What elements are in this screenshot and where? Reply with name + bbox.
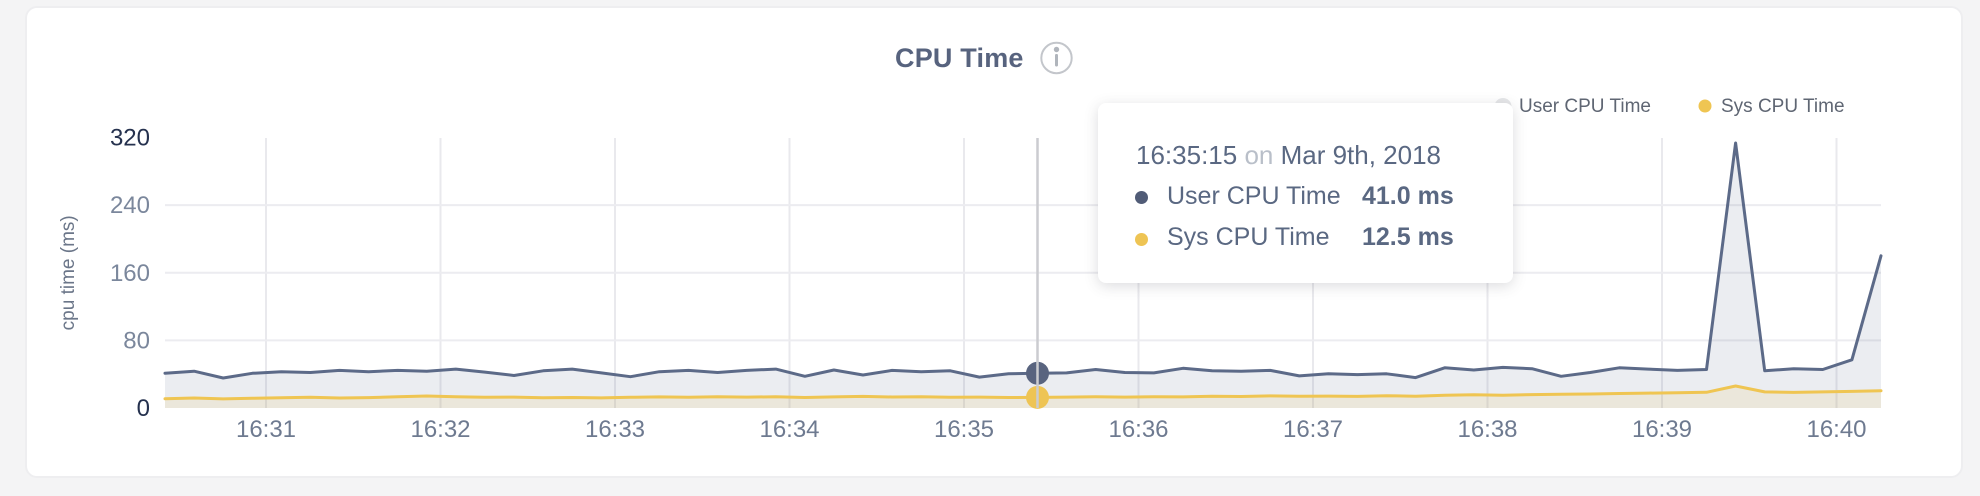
svg-text:16:34: 16:34 [759,416,819,443]
svg-text:160: 160 [110,260,150,287]
svg-text:16:35: 16:35 [934,416,994,443]
svg-text:16:39: 16:39 [1632,416,1692,443]
svg-text:16:38: 16:38 [1457,416,1517,443]
svg-text:User CPU Time: User CPU Time [1519,96,1651,117]
svg-text:16:32: 16:32 [410,416,470,443]
svg-text:cpu time (ms): cpu time (ms) [58,215,79,330]
svg-text:Sys CPU Time: Sys CPU Time [1721,96,1845,117]
svg-text:16:31: 16:31 [236,416,296,443]
svg-text:80: 80 [123,327,150,354]
svg-text:240: 240 [110,192,150,219]
svg-text:0: 0 [137,395,150,422]
svg-text:16:40: 16:40 [1806,416,1866,443]
svg-text:16:36: 16:36 [1108,416,1168,443]
svg-text:320: 320 [110,125,150,152]
svg-text:16:37: 16:37 [1283,416,1343,443]
svg-text:16:33: 16:33 [585,416,645,443]
